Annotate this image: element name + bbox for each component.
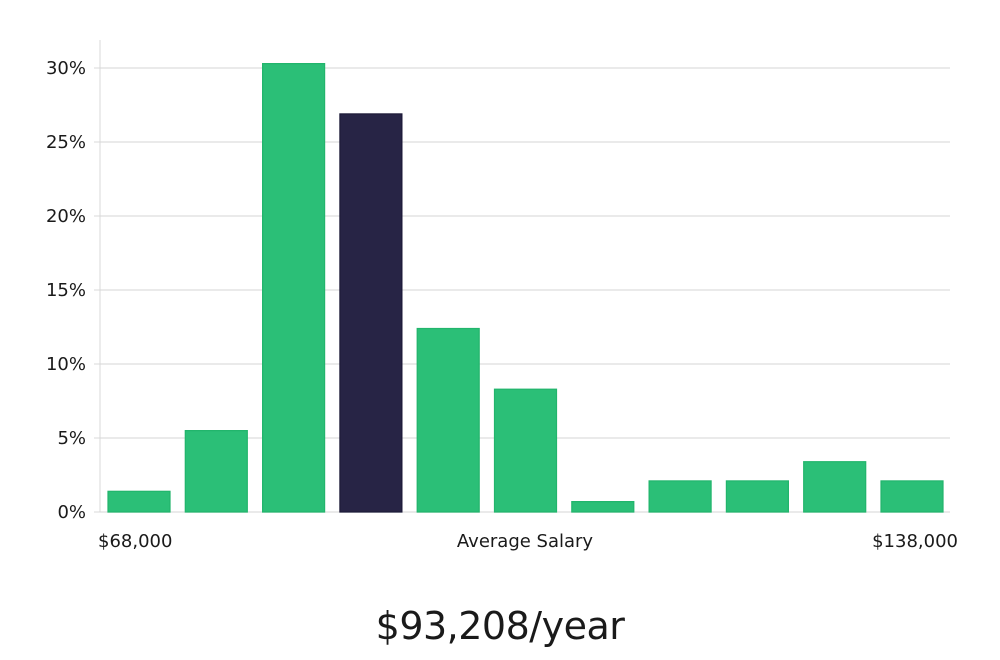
bar (262, 62, 326, 513)
bar (416, 327, 480, 513)
bar (880, 480, 944, 513)
bar (184, 430, 248, 513)
y-axis: 0% 5% 10% 15% 20% 25% 30% (46, 40, 101, 523)
y-tick-label: 10% (46, 354, 86, 375)
bar (493, 388, 558, 513)
bars (107, 62, 944, 513)
bar (648, 480, 712, 513)
x-min-label: $68,000 (98, 531, 172, 552)
y-tick-label: 5% (57, 428, 86, 449)
bar (803, 461, 867, 513)
y-tick-label: 0% (57, 502, 86, 523)
y-tick-label: 25% (46, 132, 86, 153)
x-axis-title: Average Salary (457, 531, 594, 552)
bar-highlighted (339, 113, 403, 513)
bar (107, 490, 171, 513)
bar (725, 480, 790, 513)
salary-histogram: 0% 5% 10% 15% 20% 25% 30% $68,000 Average Sala… (46, 40, 958, 552)
average-salary-value: $93,208/year (375, 604, 625, 648)
y-tick-label: 15% (46, 280, 86, 301)
y-tick-label: 20% (46, 206, 86, 227)
x-max-label: $138,000 (872, 531, 958, 552)
y-tick-label: 30% (46, 58, 86, 79)
bar (571, 501, 635, 513)
